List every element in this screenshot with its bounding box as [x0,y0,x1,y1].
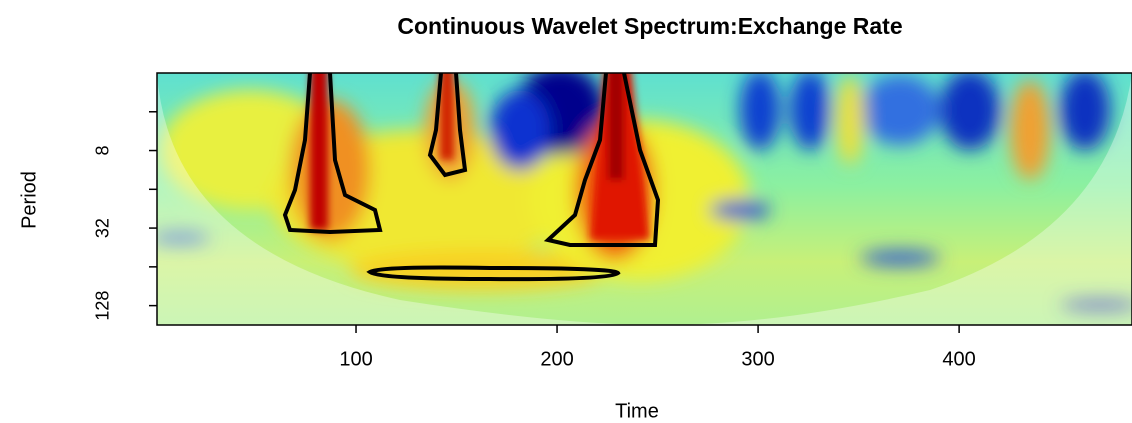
y-tick-label: 128 [93,291,113,321]
y-tick-label: 8 [93,146,113,156]
heatmap [157,73,1132,325]
y-axis-label: Period [18,171,40,229]
x-axis-label: Time [615,400,659,422]
x-tick-label: 100 [339,348,372,370]
chart-title: Continuous Wavelet Spectrum:Exchange Rat… [397,13,902,39]
y-tick-label: 32 [93,218,113,238]
x-tick-label: 300 [741,348,774,370]
x-tick-label: 400 [942,348,975,370]
plot-frame [156,72,1132,326]
x-tick-label: 200 [540,348,573,370]
